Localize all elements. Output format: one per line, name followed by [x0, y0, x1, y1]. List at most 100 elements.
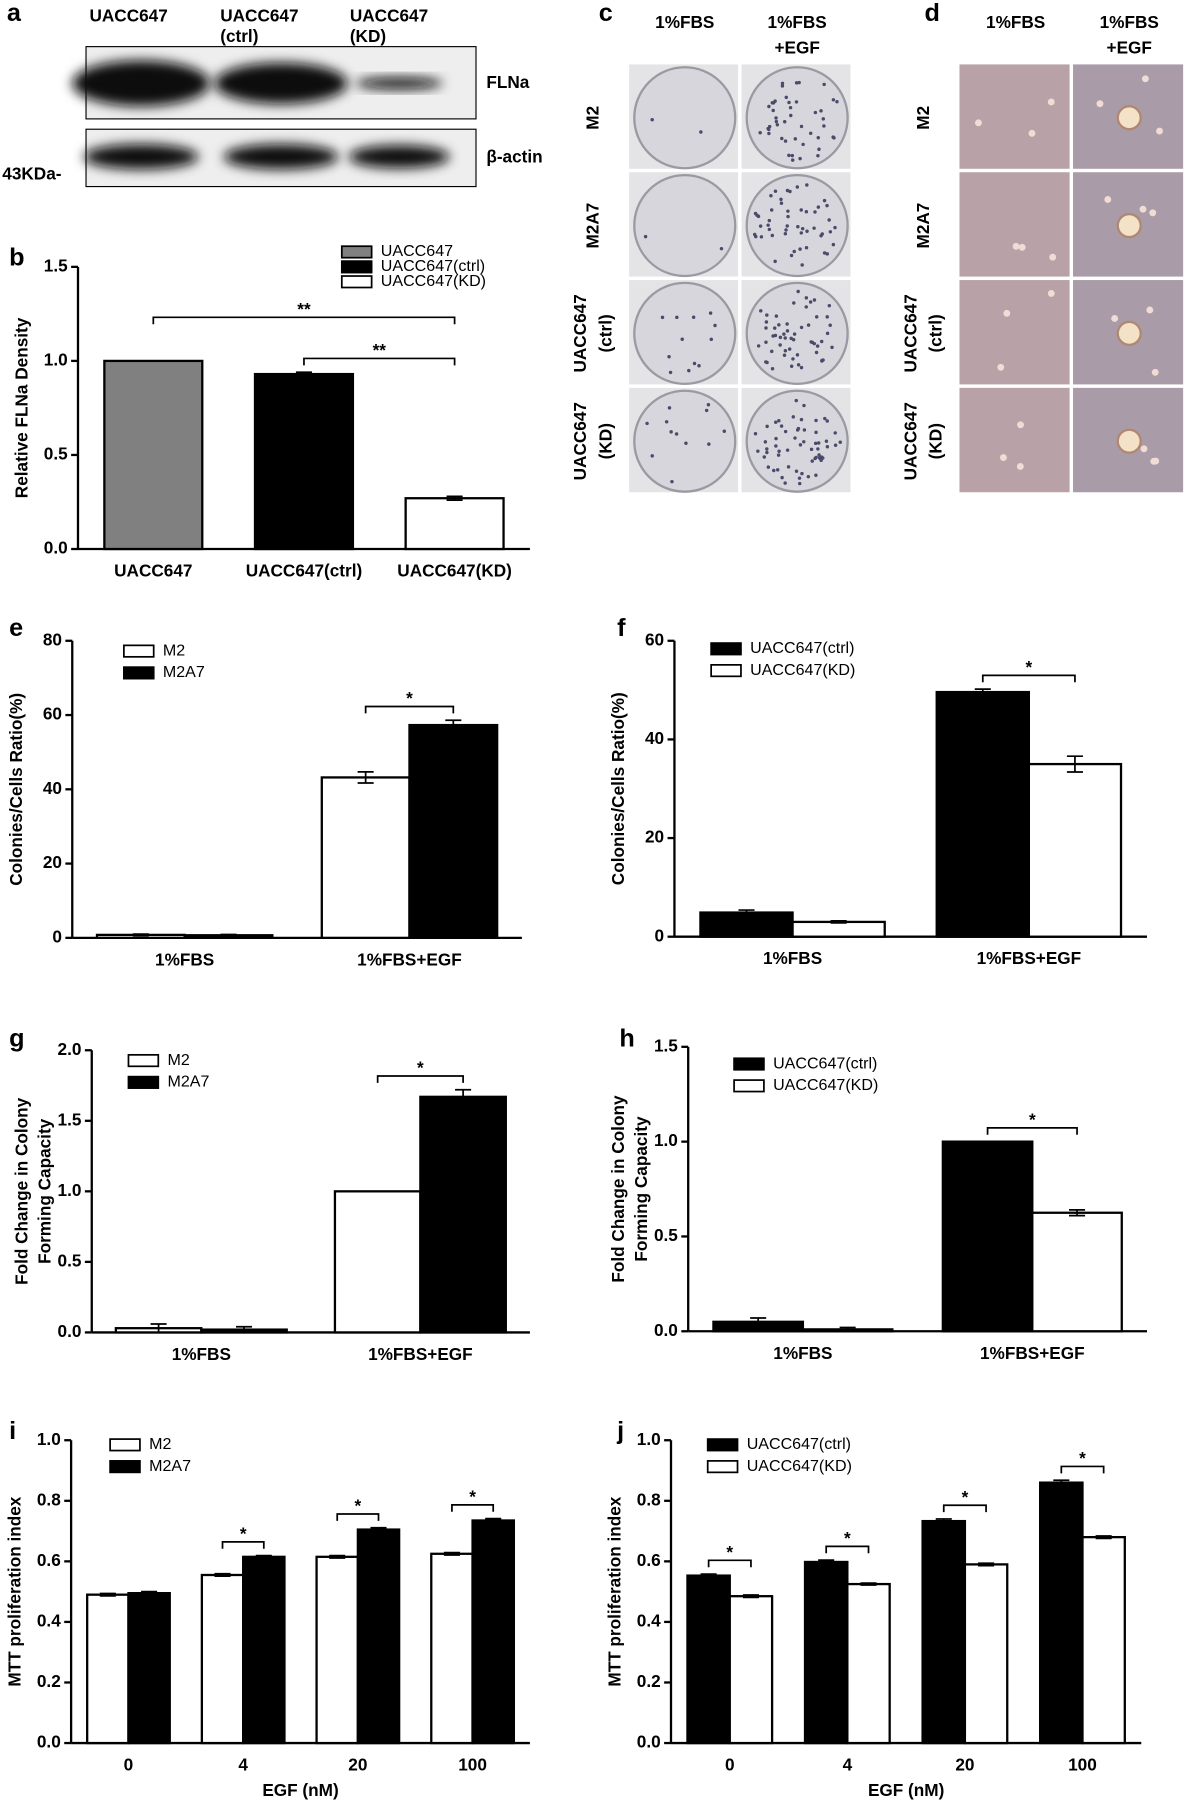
colony: [771, 334, 775, 338]
colony: [771, 108, 775, 113]
column-label: 1%FBS: [986, 12, 1045, 32]
cell: [1018, 243, 1026, 251]
colony: [792, 301, 796, 305]
colony: [808, 300, 813, 304]
colony: [767, 127, 771, 132]
colony: [822, 251, 827, 255]
colony: [812, 226, 816, 230]
panel-letter: i: [9, 1417, 16, 1445]
error-bar: [150, 1323, 167, 1334]
x-tick-label: 1%FBS: [763, 948, 822, 968]
colony: [785, 322, 789, 326]
colony: [802, 428, 807, 432]
colony: [774, 444, 778, 448]
colony: [790, 153, 795, 158]
colony: [828, 323, 832, 327]
bar: [315, 1555, 360, 1745]
bar: [963, 1563, 1009, 1745]
row-label: UACC647: [570, 294, 590, 372]
cell: [1104, 196, 1112, 203]
colony: [833, 443, 838, 447]
panel-letter: h: [619, 1025, 634, 1053]
bar: [103, 359, 204, 551]
legend-label: UACC647(ctrl): [773, 1054, 877, 1072]
colony: [667, 406, 672, 410]
row-label: M2A7: [913, 203, 933, 249]
colony: [821, 117, 826, 121]
colony: [799, 417, 804, 422]
legend-swatch: [706, 1438, 739, 1452]
colony: [784, 228, 788, 232]
row-label: UACC647: [900, 294, 920, 372]
colony: [779, 201, 784, 205]
colony: [812, 298, 817, 302]
colony: [758, 224, 763, 228]
legend-label: M2A7: [163, 663, 205, 681]
panel-letter: j: [616, 1417, 624, 1445]
row-label: UACC647: [570, 402, 590, 480]
error-bar: [99, 1592, 116, 1597]
bar: [791, 920, 886, 938]
cell: [1141, 75, 1149, 83]
colony: [825, 252, 829, 256]
blot-band: [72, 60, 210, 107]
bar: [200, 1573, 245, 1745]
colony: [789, 336, 793, 341]
cell: [1003, 309, 1011, 317]
x-tick-label: 100: [458, 1755, 487, 1775]
y-tick-label: 2.0: [58, 1039, 82, 1059]
bar: [935, 690, 1031, 938]
colony: [767, 227, 772, 232]
colony: [660, 315, 665, 320]
colony: [825, 203, 829, 208]
colony: [774, 314, 779, 318]
colony: [773, 259, 777, 264]
error-bar: [978, 1562, 995, 1567]
significance-label: *: [469, 1487, 476, 1507]
significance-bracket: [336, 1513, 380, 1521]
y-axis-label: Relative FLNa Density: [11, 317, 31, 498]
column-label: +EGF: [1107, 37, 1152, 57]
colony: [827, 303, 832, 308]
y-tick-label: 0.6: [637, 1550, 661, 1570]
colony: [825, 419, 829, 423]
bar: [1039, 1481, 1084, 1745]
colony: [645, 421, 649, 426]
colony: [812, 341, 817, 346]
image-tile: [958, 171, 1071, 278]
colony: [708, 311, 713, 315]
x-tick-label: 1%FBS+EGF: [980, 1343, 1085, 1363]
error-bar: [445, 719, 462, 731]
marker-label: 43KDa-: [2, 164, 62, 184]
colony: [789, 113, 793, 118]
y-tick-label: 1.5: [44, 255, 68, 275]
y-tick-label: 0.0: [654, 1320, 678, 1340]
significance-bracket: [825, 1545, 870, 1554]
y-tick-label: 20: [645, 827, 664, 847]
colony: [801, 142, 805, 147]
colony: [822, 198, 827, 203]
colony: [799, 365, 804, 370]
significance-label: *: [240, 1524, 247, 1544]
cell: [1049, 253, 1057, 261]
colony: [816, 153, 820, 158]
significance-label: *: [962, 1487, 969, 1507]
colony: [775, 123, 780, 127]
colony: [650, 454, 654, 458]
row-label: (KD): [595, 423, 615, 459]
error-bar: [446, 495, 463, 501]
colony: [823, 416, 827, 421]
colony: [699, 130, 703, 134]
colony: [772, 468, 776, 473]
y-axis-label: MTT proliferation index: [604, 1496, 624, 1686]
colony: [796, 289, 800, 294]
column-label: 1%FBS: [1100, 12, 1159, 32]
y-tick-label: 1.5: [58, 1109, 82, 1129]
bar: [1031, 1211, 1123, 1333]
error-bar: [370, 1526, 387, 1533]
row-label: M2: [913, 106, 933, 130]
colony: [788, 189, 792, 194]
colony: [770, 349, 774, 354]
colony: [778, 343, 782, 347]
legend-swatch: [123, 666, 155, 680]
